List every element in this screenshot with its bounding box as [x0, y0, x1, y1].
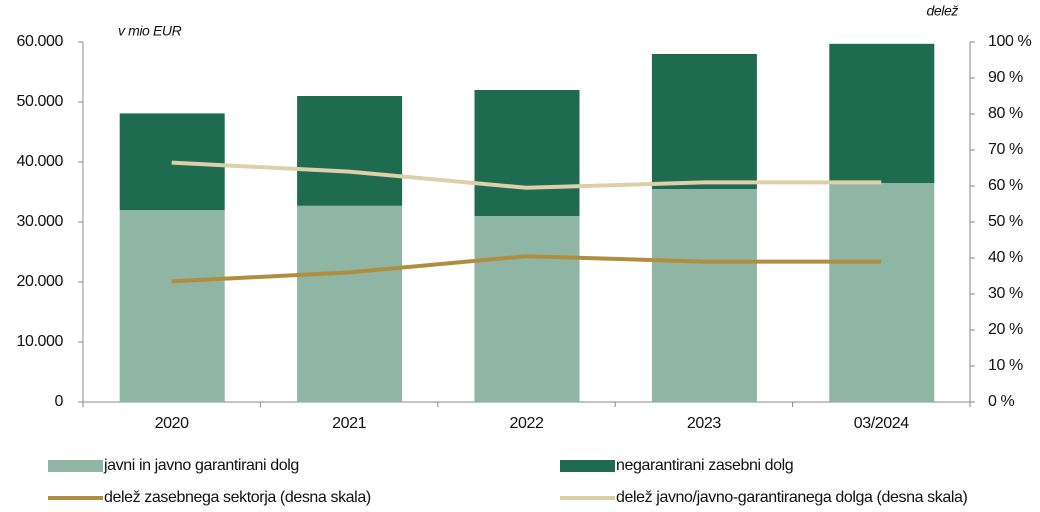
x-tick-label: 2020 — [155, 415, 189, 432]
x-tick-label: 2022 — [510, 415, 544, 432]
y2-tick-label: 70 % — [988, 141, 1023, 158]
legend-swatch — [560, 460, 615, 472]
y-tick-label: 60.000 — [16, 33, 63, 50]
legend-label: negarantirani zasebni dolg — [616, 457, 793, 474]
legend-label: delež javno/javno-garantiranega dolga (d… — [616, 489, 967, 506]
y2-tick-label: 40 % — [988, 249, 1023, 266]
y2-tick-label: 90 % — [988, 69, 1023, 86]
bar — [297, 96, 403, 206]
y-tick-label: 40.000 — [16, 153, 63, 170]
y2-tick-label: 30 % — [988, 285, 1023, 302]
y2-tick-label: 20 % — [988, 321, 1023, 338]
bar — [474, 90, 580, 216]
y2-tick-label: 10 % — [988, 357, 1023, 374]
y-tick-label: 50.000 — [16, 93, 63, 110]
bar — [119, 210, 225, 402]
y2-tick-label: 50 % — [988, 213, 1023, 230]
unit-annotation: v mio EUR — [118, 23, 182, 39]
y2-tick-label: 100 % — [988, 33, 1032, 50]
y2-annotation: delež — [927, 3, 959, 19]
y-tick-label: 0 — [55, 393, 64, 410]
line — [171, 160, 882, 190]
bar — [474, 216, 580, 402]
legend-label: delež zasebnega sektorja (desna skala) — [104, 489, 371, 506]
legend-swatch — [48, 460, 103, 472]
y-tick-label: 30.000 — [16, 213, 63, 230]
bar — [829, 43, 935, 183]
x-tick-label: 03/2024 — [854, 415, 910, 432]
x-tick-label: 2023 — [687, 415, 721, 432]
legend-label: javni in javno garantirani dolg — [103, 457, 299, 474]
line — [171, 254, 882, 284]
y2-tick-label: 60 % — [988, 177, 1023, 194]
y-tick-label: 10.000 — [16, 333, 63, 350]
y-tick-label: 20.000 — [16, 273, 63, 290]
y2-tick-label: 0 % — [988, 393, 1015, 410]
y2-tick-label: 80 % — [988, 105, 1023, 122]
x-tick-label: 2021 — [332, 415, 366, 432]
bar — [297, 205, 403, 402]
bar — [829, 183, 935, 402]
bar — [651, 54, 757, 189]
bar — [651, 189, 757, 402]
